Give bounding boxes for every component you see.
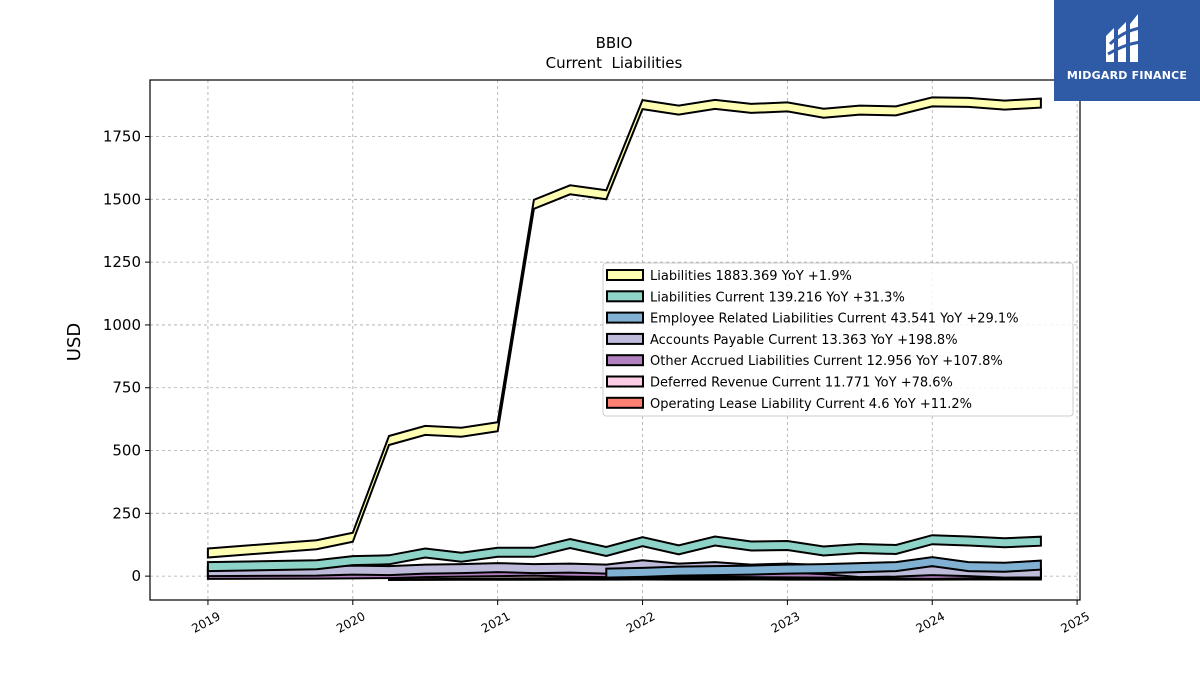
legend-swatch — [606, 332, 644, 345]
legend-swatch — [606, 375, 644, 388]
y-tick-label: 750 — [112, 379, 141, 397]
brand-mark-icon — [1106, 14, 1141, 62]
x-tick-label: 2021 — [479, 609, 513, 636]
x-tick-label: 2025 — [1058, 609, 1092, 636]
series-bands — [206, 96, 1042, 582]
legend-swatch — [606, 290, 644, 303]
legend-swatch — [606, 311, 644, 324]
y-axis-label: USD — [64, 323, 85, 361]
plot-frame — [149, 79, 1081, 601]
y-tick-label: 500 — [112, 442, 141, 460]
x-tick-label: 2023 — [769, 609, 803, 636]
legend: Liabilities 1883.369 YoY +1.9% Liabilitie… — [602, 262, 1074, 417]
x-tick-label: 2020 — [334, 609, 368, 636]
legend-label: Other Accrued Liabilities Current 12.956… — [650, 354, 1003, 369]
brand-logo: MIDGARD FINANCE — [1054, 0, 1200, 101]
y-tick-label: 1000 — [103, 316, 141, 334]
legend-label: Liabilities Current 139.216 YoY +31.3% — [650, 290, 905, 305]
y-tick-label: 0 — [131, 567, 141, 585]
series-band — [605, 556, 1042, 579]
brand-name: MIDGARD FINANCE — [1066, 69, 1188, 82]
legend-label: Employee Related Liabilities Current 43.… — [650, 312, 1019, 327]
y-tick-label: 1500 — [103, 190, 141, 208]
y-tick-label: 1750 — [103, 128, 141, 146]
legend-label: Deferred Revenue Current 11.771 YoY +78.… — [650, 376, 953, 391]
legend-swatch — [606, 269, 644, 281]
series-band — [206, 534, 1042, 573]
y-tick-label: 1250 — [103, 253, 141, 271]
legend-label: Accounts Payable Current 13.363 YoY +198… — [650, 333, 958, 348]
legend-label: Liabilities 1883.369 YoY +1.9% — [650, 269, 852, 284]
legend-swatch — [606, 396, 644, 409]
legend-box — [602, 262, 1074, 417]
x-tick-label: 2019 — [189, 609, 223, 636]
series-band — [206, 96, 1042, 559]
y-tick-label: 250 — [112, 504, 141, 522]
x-tick-label: 2022 — [624, 609, 658, 636]
chart-subtitle: Current Liabilities — [546, 54, 683, 72]
x-tick-label: 2024 — [914, 609, 948, 636]
chart-title: BBIO — [596, 34, 633, 52]
legend-swatch — [606, 354, 644, 367]
legend-label: Operating Lease Liability Current 4.6 Yo… — [650, 397, 972, 412]
